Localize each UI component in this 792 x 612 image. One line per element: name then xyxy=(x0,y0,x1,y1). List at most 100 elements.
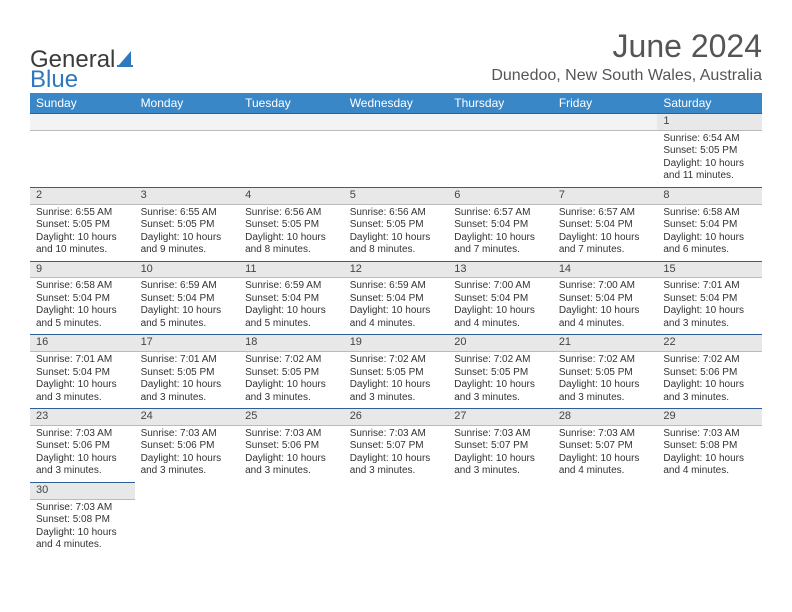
day-detail-cell: Sunrise: 7:03 AMSunset: 5:06 PMDaylight:… xyxy=(135,425,240,482)
daylight-text-2: and 6 minutes. xyxy=(663,244,756,257)
day-detail-cell: Sunrise: 7:02 AMSunset: 5:05 PMDaylight:… xyxy=(553,352,658,409)
sunset-text: Sunset: 5:05 PM xyxy=(454,367,547,380)
sunset-text: Sunset: 5:04 PM xyxy=(36,367,129,380)
daylight-text-2: and 3 minutes. xyxy=(245,465,338,478)
day-detail-cell: Sunrise: 7:03 AMSunset: 5:07 PMDaylight:… xyxy=(448,425,553,482)
day-detail-cell: Sunrise: 7:02 AMSunset: 5:06 PMDaylight:… xyxy=(657,352,762,409)
daylight-text-1: Daylight: 10 hours xyxy=(141,379,234,392)
day-number-cell: 11 xyxy=(239,261,344,278)
day-detail-cell: Sunrise: 7:03 AMSunset: 5:07 PMDaylight:… xyxy=(553,425,658,482)
sunrise-text: Sunrise: 7:03 AM xyxy=(559,428,652,441)
day-number-cell xyxy=(448,114,553,131)
daylight-text-1: Daylight: 10 hours xyxy=(245,379,338,392)
sunrise-text: Sunrise: 6:55 AM xyxy=(141,207,234,220)
sunrise-text: Sunrise: 6:56 AM xyxy=(245,207,338,220)
day-detail-cell: Sunrise: 7:00 AMSunset: 5:04 PMDaylight:… xyxy=(553,278,658,335)
day-number-cell: 21 xyxy=(553,335,658,352)
day-number-cell: 3 xyxy=(135,187,240,204)
sunrise-text: Sunrise: 7:00 AM xyxy=(454,280,547,293)
day-detail-cell: Sunrise: 7:03 AMSunset: 5:08 PMDaylight:… xyxy=(30,499,135,556)
daylight-text-2: and 4 minutes. xyxy=(559,318,652,331)
daylight-text-2: and 9 minutes. xyxy=(141,244,234,257)
day-detail-cell: Sunrise: 6:59 AMSunset: 5:04 PMDaylight:… xyxy=(239,278,344,335)
sunrise-text: Sunrise: 7:01 AM xyxy=(663,280,756,293)
sail-icon xyxy=(117,46,137,74)
sunset-text: Sunset: 5:04 PM xyxy=(245,293,338,306)
daylight-text-1: Daylight: 10 hours xyxy=(663,158,756,171)
daylight-text-1: Daylight: 10 hours xyxy=(141,453,234,466)
day-number-cell: 20 xyxy=(448,335,553,352)
month-title: June 2024 xyxy=(491,28,762,65)
detail-row: Sunrise: 7:03 AMSunset: 5:08 PMDaylight:… xyxy=(30,499,762,556)
day-detail-cell: Sunrise: 7:03 AMSunset: 5:07 PMDaylight:… xyxy=(344,425,449,482)
day-detail-cell xyxy=(135,499,240,556)
daylight-text-1: Daylight: 10 hours xyxy=(454,379,547,392)
day-number-cell xyxy=(135,114,240,131)
daylight-text-1: Daylight: 10 hours xyxy=(245,232,338,245)
daylight-text-1: Daylight: 10 hours xyxy=(350,305,443,318)
daylight-text-2: and 3 minutes. xyxy=(141,392,234,405)
day-detail-cell: Sunrise: 7:02 AMSunset: 5:05 PMDaylight:… xyxy=(344,352,449,409)
weekday-header: Friday xyxy=(553,93,658,114)
sunset-text: Sunset: 5:06 PM xyxy=(245,440,338,453)
daylight-text-1: Daylight: 10 hours xyxy=(559,453,652,466)
weekday-header: Sunday xyxy=(30,93,135,114)
daylight-text-2: and 3 minutes. xyxy=(245,392,338,405)
day-detail-cell xyxy=(135,130,240,187)
detail-row: Sunrise: 7:01 AMSunset: 5:04 PMDaylight:… xyxy=(30,352,762,409)
daylight-text-1: Daylight: 10 hours xyxy=(245,305,338,318)
daylight-text-1: Daylight: 10 hours xyxy=(141,232,234,245)
daylight-text-2: and 3 minutes. xyxy=(141,465,234,478)
daylight-text-2: and 4 minutes. xyxy=(663,465,756,478)
sunrise-text: Sunrise: 7:03 AM xyxy=(663,428,756,441)
day-detail-cell xyxy=(448,499,553,556)
daynum-row: 30 xyxy=(30,482,762,499)
sunrise-text: Sunrise: 6:57 AM xyxy=(559,207,652,220)
day-detail-cell xyxy=(344,499,449,556)
sunrise-text: Sunrise: 6:58 AM xyxy=(663,207,756,220)
daylight-text-1: Daylight: 10 hours xyxy=(350,453,443,466)
day-number-cell: 15 xyxy=(657,261,762,278)
day-number-cell: 5 xyxy=(344,187,449,204)
daylight-text-1: Daylight: 10 hours xyxy=(559,305,652,318)
sunset-text: Sunset: 5:07 PM xyxy=(559,440,652,453)
day-detail-cell: Sunrise: 7:01 AMSunset: 5:04 PMDaylight:… xyxy=(657,278,762,335)
sunset-text: Sunset: 5:05 PM xyxy=(350,219,443,232)
weekday-header: Wednesday xyxy=(344,93,449,114)
sunset-text: Sunset: 5:04 PM xyxy=(454,219,547,232)
day-detail-cell: Sunrise: 7:00 AMSunset: 5:04 PMDaylight:… xyxy=(448,278,553,335)
day-number-cell: 19 xyxy=(344,335,449,352)
daylight-text-2: and 3 minutes. xyxy=(36,392,129,405)
daylight-text-1: Daylight: 10 hours xyxy=(36,453,129,466)
day-number-cell: 24 xyxy=(135,409,240,426)
title-block: June 2024 Dunedoo, New South Wales, Aust… xyxy=(491,28,762,85)
day-detail-cell: Sunrise: 6:59 AMSunset: 5:04 PMDaylight:… xyxy=(135,278,240,335)
day-number-cell: 30 xyxy=(30,482,135,499)
sunrise-text: Sunrise: 6:55 AM xyxy=(36,207,129,220)
daylight-text-2: and 3 minutes. xyxy=(454,392,547,405)
calendar-body: 1 Sunrise: 6:54 AMSunset: 5:05 PMDayligh… xyxy=(30,114,762,556)
sunrise-text: Sunrise: 7:02 AM xyxy=(245,354,338,367)
day-number-cell: 8 xyxy=(657,187,762,204)
daylight-text-1: Daylight: 10 hours xyxy=(454,453,547,466)
day-number-cell xyxy=(448,482,553,499)
day-detail-cell: Sunrise: 7:03 AMSunset: 5:06 PMDaylight:… xyxy=(239,425,344,482)
daylight-text-1: Daylight: 10 hours xyxy=(36,305,129,318)
daylight-text-2: and 5 minutes. xyxy=(36,318,129,331)
sunrise-text: Sunrise: 6:59 AM xyxy=(245,280,338,293)
calendar-table: Sunday Monday Tuesday Wednesday Thursday… xyxy=(30,93,762,556)
sunrise-text: Sunrise: 7:03 AM xyxy=(36,502,129,515)
day-detail-cell xyxy=(553,499,658,556)
daylight-text-1: Daylight: 10 hours xyxy=(663,305,756,318)
day-detail-cell: Sunrise: 6:57 AMSunset: 5:04 PMDaylight:… xyxy=(553,204,658,261)
location: Dunedoo, New South Wales, Australia xyxy=(491,67,762,85)
daynum-row: 16171819202122 xyxy=(30,335,762,352)
daylight-text-1: Daylight: 10 hours xyxy=(350,232,443,245)
sunrise-text: Sunrise: 7:02 AM xyxy=(559,354,652,367)
sunrise-text: Sunrise: 7:03 AM xyxy=(36,428,129,441)
daylight-text-1: Daylight: 10 hours xyxy=(454,232,547,245)
day-detail-cell: Sunrise: 7:01 AMSunset: 5:04 PMDaylight:… xyxy=(30,352,135,409)
daylight-text-2: and 7 minutes. xyxy=(559,244,652,257)
day-number-cell: 14 xyxy=(553,261,658,278)
day-detail-cell xyxy=(239,130,344,187)
